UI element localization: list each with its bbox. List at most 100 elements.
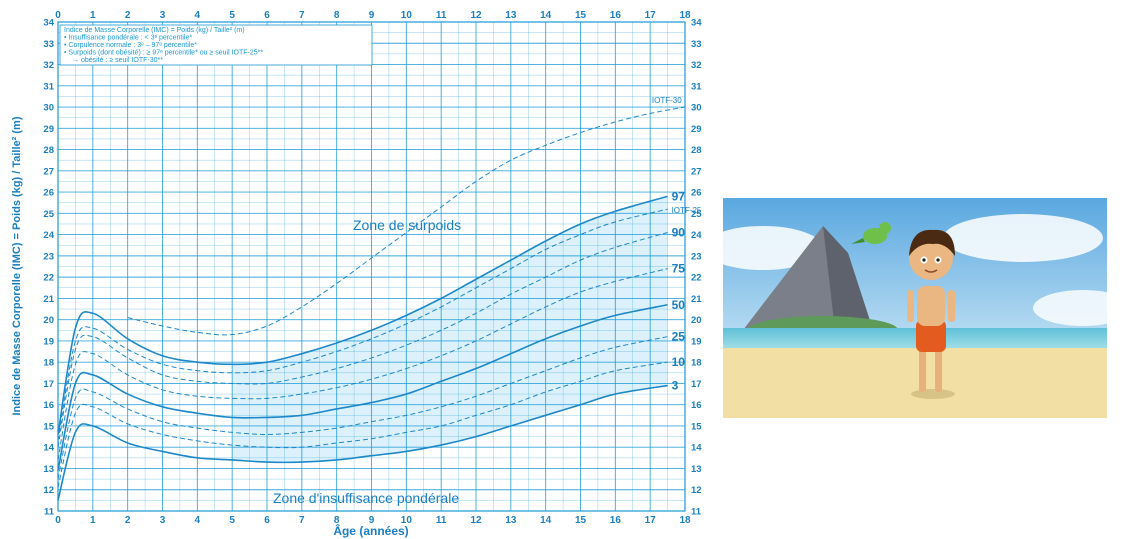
legend-line: • Surpoids (dont obésité) : ≥ 97ᵉ percen… — [64, 50, 263, 57]
y-tick-label: 31 — [43, 81, 54, 92]
x-axis-title: Âge (années) — [333, 523, 408, 538]
y-tick-label: 32 — [43, 60, 54, 71]
series-label: 97 — [672, 189, 686, 203]
y-tick-label: 16 — [43, 400, 54, 411]
series-label: 25 — [672, 330, 686, 344]
y-tick-label-right: 34 — [691, 18, 702, 29]
y-tick-label: 18 — [43, 358, 54, 369]
labels-layer: 97 IOTF-25 90 75 50 25 10 3 IOTF-30 — [652, 96, 702, 393]
y-tick-label: 26 — [43, 188, 54, 199]
series-line-50 — [57, 303, 668, 471]
y-tick-label-right: 30 — [691, 103, 702, 114]
x-tick-label: 8 — [334, 515, 340, 526]
x-tick-label: 10 — [401, 515, 413, 526]
y-tick-label: 11 — [44, 507, 55, 518]
y-tick-label: 22 — [43, 273, 54, 284]
y-tick-label-right: 32 — [691, 60, 702, 71]
y-tick-label: 28 — [43, 145, 54, 156]
y-tick-label: 13 — [43, 464, 54, 475]
zone-underweight-label: Zone d'insuffisance pondérale — [273, 490, 459, 506]
y-tick-label: 20 — [43, 315, 54, 326]
y-tick-label: 21 — [43, 294, 54, 305]
y-tick-label: 12 — [43, 485, 54, 496]
x-tick-label-top: 18 — [679, 10, 691, 21]
y-tick-label: 29 — [43, 124, 54, 135]
x-tick-label-top: 13 — [505, 10, 517, 21]
cloud — [943, 214, 1103, 262]
y-tick-label-right: 18 — [691, 358, 702, 369]
y-tick-label: 14 — [43, 443, 54, 454]
x-tick-label-top: 9 — [369, 10, 375, 21]
x-tick-label: 16 — [610, 515, 622, 526]
series-label: 10 — [672, 355, 686, 369]
series-line-iotf-30 — [127, 106, 686, 336]
series-label: 75 — [672, 262, 686, 276]
series-label: 3 — [672, 379, 679, 393]
series-label: 90 — [672, 225, 686, 239]
y-tick-label-right: 17 — [691, 379, 702, 390]
x-tick-label: 13 — [505, 515, 517, 526]
y-tick-label-right: 19 — [691, 336, 702, 347]
x-tick-label-top: 2 — [125, 10, 131, 21]
x-tick-label: 17 — [645, 515, 657, 526]
y-tick-label-right: 16 — [691, 400, 702, 411]
ticks-layer: 0011223344556677889910101111121213131414… — [43, 10, 702, 526]
y-tick-label: 27 — [43, 166, 54, 177]
x-tick-label: 12 — [470, 515, 482, 526]
x-tick-label-top: 11 — [436, 10, 447, 21]
x-tick-label-top: 15 — [575, 10, 587, 21]
cloud — [1033, 290, 1107, 326]
x-tick-label-top: 4 — [195, 10, 201, 21]
series-label: IOTF-25 — [672, 206, 702, 215]
x-tick-label-top: 8 — [334, 10, 340, 21]
legend-line: Indice de Masse Corporelle (IMC) = Poids… — [64, 27, 245, 34]
x-tick-label: 6 — [264, 515, 270, 526]
x-tick-label: 18 — [679, 515, 691, 526]
y-tick-label-right: 14 — [691, 443, 702, 454]
y-tick-label-right: 24 — [691, 230, 702, 241]
mountain-shade — [823, 226, 873, 330]
x-tick-label: 4 — [195, 515, 201, 526]
beach-boy-illustration — [723, 198, 1107, 418]
series-layer — [57, 106, 686, 501]
x-tick-label: 11 — [436, 515, 447, 526]
y-tick-label: 34 — [43, 18, 54, 29]
x-tick-label-top: 12 — [470, 10, 482, 21]
y-tick-label-right: 21 — [691, 294, 702, 305]
series-line-90 — [57, 232, 668, 448]
parrot-icon — [851, 222, 891, 244]
x-tick-label-top: 3 — [160, 10, 166, 21]
y-tick-label-right: 12 — [691, 485, 702, 496]
legend-line: • Insuffisance pondérale : < 3ᵉ percenti… — [64, 35, 192, 42]
y-tick-label: 25 — [43, 209, 54, 220]
series-line-75 — [57, 268, 668, 461]
y-tick-label-right: 27 — [691, 166, 702, 177]
y-tick-label-right: 11 — [691, 507, 702, 518]
x-tick-label: 2 — [125, 515, 131, 526]
x-tick-label: 14 — [540, 515, 552, 526]
sea — [723, 328, 1107, 348]
x-tick-label-top: 1 — [90, 10, 96, 21]
x-tick-label-top: 16 — [610, 10, 622, 21]
series-line-10 — [57, 361, 668, 488]
y-tick-label: 33 — [43, 39, 54, 50]
x-tick-label-top: 14 — [540, 10, 552, 21]
x-tick-label: 9 — [369, 515, 375, 526]
y-tick-label-right: 23 — [691, 251, 702, 262]
y-tick-label-right: 22 — [691, 273, 702, 284]
y-tick-label: 17 — [43, 379, 54, 390]
series-label: 50 — [672, 298, 686, 312]
x-tick-label: 15 — [575, 515, 587, 526]
y-tick-label: 23 — [43, 251, 54, 262]
y-tick-label: 24 — [43, 230, 54, 241]
y-tick-label-right: 29 — [691, 124, 702, 135]
x-tick-label-top: 0 — [55, 10, 61, 21]
x-tick-label-top: 17 — [645, 10, 657, 21]
legend-line: → obésité : ≥ seuil IOTF-30** — [72, 57, 163, 64]
series-line-97 — [57, 195, 668, 435]
series-label: IOTF-30 — [652, 96, 682, 105]
legend-line: • Corpulence normale : 3ᵉ – 97ᵉ percenti… — [64, 42, 197, 49]
x-tick-label-top: 10 — [401, 10, 413, 21]
zone-overweight-label: Zone de surpoids — [353, 217, 461, 233]
